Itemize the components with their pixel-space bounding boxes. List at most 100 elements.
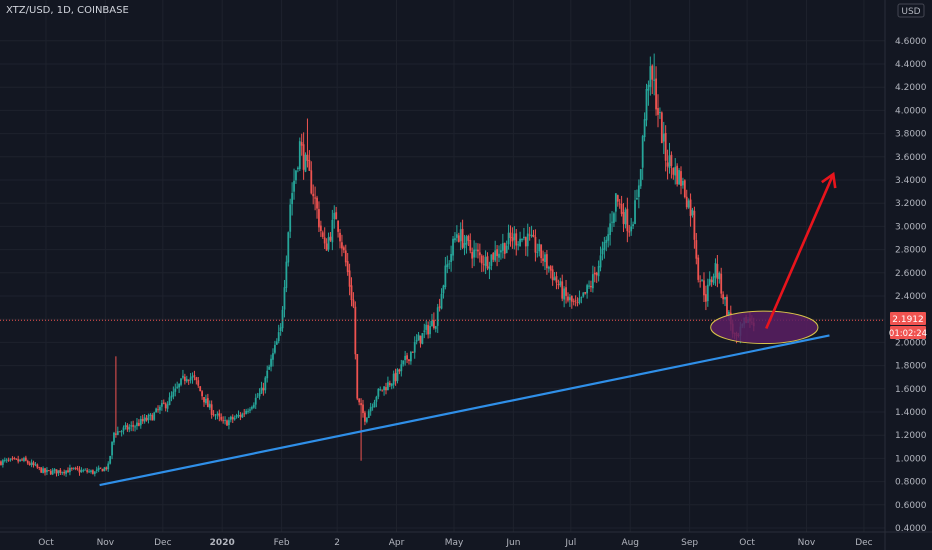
candle-body <box>76 468 79 470</box>
candle-body <box>718 273 721 280</box>
candle-body <box>714 263 717 278</box>
candle-body <box>609 223 612 235</box>
y-tick-label: 2.4000 <box>895 292 927 302</box>
candle-body <box>584 292 587 294</box>
candle-body <box>197 380 200 386</box>
candle-body <box>157 409 159 411</box>
candle-body <box>314 197 317 199</box>
candle-body <box>576 302 579 304</box>
candle-body <box>498 253 500 258</box>
candle-body <box>268 366 271 370</box>
candle-body <box>95 469 98 471</box>
candle-body <box>36 464 39 468</box>
candle-body <box>634 200 636 224</box>
candle-body <box>168 397 171 406</box>
y-tick-label: 4.2000 <box>895 83 927 93</box>
candle-body <box>193 375 196 377</box>
candle-body <box>199 386 202 392</box>
candle-body <box>682 180 684 186</box>
candle-body <box>492 252 495 260</box>
candle-body <box>494 250 497 261</box>
candle-body <box>471 251 474 259</box>
candle-body <box>459 229 462 242</box>
candle-body <box>318 209 320 228</box>
candle-body <box>316 197 318 209</box>
currency-value: USD <box>901 7 920 17</box>
candle-body <box>438 306 441 308</box>
candle-body <box>308 159 311 171</box>
candle-body <box>434 326 437 329</box>
candle-body <box>647 84 650 91</box>
candle-body <box>505 245 508 254</box>
candle-body <box>568 297 571 301</box>
candle-body <box>586 285 589 294</box>
currency-label: USD <box>897 3 925 18</box>
candle-body <box>611 221 613 223</box>
candle-body <box>5 459 8 461</box>
candle-body <box>327 237 330 250</box>
candle-body <box>67 470 69 473</box>
candle-body <box>325 243 328 251</box>
candle-body <box>517 244 520 246</box>
candle-body <box>450 253 453 263</box>
candle-body <box>51 470 54 475</box>
candle-body <box>528 234 531 236</box>
candle-body <box>423 330 426 332</box>
candle-body <box>511 237 514 242</box>
candle-body <box>672 168 675 175</box>
candle-body <box>17 459 20 462</box>
x-tick-label: Nov <box>798 538 816 548</box>
candle-body <box>13 458 16 459</box>
candle-body <box>536 251 539 253</box>
candle-body <box>421 333 424 345</box>
candle-body <box>655 78 657 110</box>
candle-body <box>590 285 592 288</box>
candle-body <box>697 257 700 280</box>
candle-body <box>657 108 659 115</box>
candle-body <box>467 235 470 241</box>
x-tick-label: Oct <box>739 538 755 548</box>
candle-body <box>74 467 77 469</box>
candle-body <box>57 470 60 474</box>
candle-body <box>183 376 186 382</box>
candle-body <box>339 232 341 242</box>
candle-body <box>136 422 138 427</box>
candle-body <box>544 254 546 263</box>
candle-body <box>114 433 117 435</box>
candle-body <box>500 250 502 253</box>
candle-body <box>252 404 255 408</box>
candle-body <box>273 344 276 353</box>
candle-body <box>469 239 472 251</box>
x-tick-label: May <box>445 538 464 548</box>
candle-body <box>295 170 297 181</box>
candle-body <box>532 235 535 237</box>
candle-body <box>365 417 368 422</box>
candle-body <box>176 386 179 388</box>
candle-body <box>716 264 719 279</box>
candle-body <box>262 387 265 391</box>
candle-body <box>683 180 686 198</box>
candle-body <box>722 294 725 300</box>
candle-body <box>480 255 483 264</box>
candle-body <box>398 369 401 372</box>
candle-body <box>3 460 6 461</box>
x-tick-label: Nov <box>97 538 115 548</box>
candle-body <box>561 281 564 299</box>
forecast-arrow[interactable] <box>765 171 837 329</box>
candle-body <box>436 307 439 326</box>
candle-body <box>216 413 219 415</box>
candle-body <box>40 467 43 473</box>
support-trendline[interactable] <box>99 334 830 487</box>
candle-body <box>128 427 131 430</box>
candle-body <box>346 261 349 272</box>
candle-body <box>660 112 663 144</box>
candle-body <box>228 420 230 426</box>
candle-body <box>226 420 228 426</box>
candle-body <box>352 299 355 307</box>
candle-body <box>659 112 661 114</box>
candle-body <box>603 241 606 250</box>
highlight-ellipse[interactable] <box>710 310 819 345</box>
candle-body <box>21 459 23 461</box>
candle-body <box>557 283 560 286</box>
